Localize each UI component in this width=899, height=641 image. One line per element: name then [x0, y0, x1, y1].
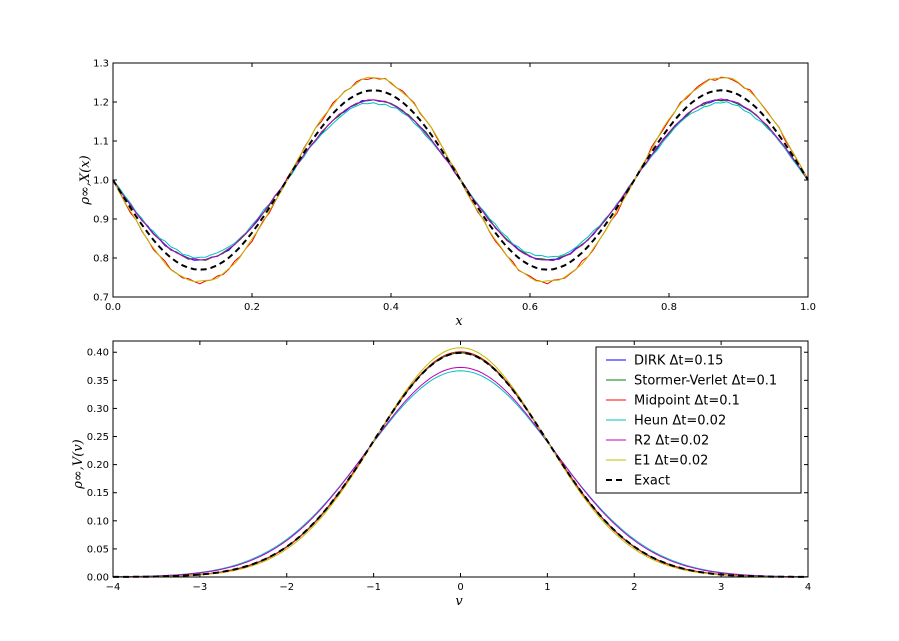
legend-label-midpoint-dtt-0-1: Midpoint Δt=0.1: [634, 394, 740, 409]
bottom-y-tick-label: 0.00: [87, 573, 109, 584]
bottom-x-tick-label: −1: [366, 582, 381, 593]
bottom-series-heun-dtt-0-02: [112, 370, 809, 578]
top-y-tick-label: 1.2: [93, 98, 109, 109]
top-y-axis-label: ρ∞,X(x): [78, 155, 93, 205]
top-y-tick-label: 1.3: [93, 59, 109, 70]
top-y-tick-label: 1.1: [93, 137, 109, 148]
bottom-series-exact: [113, 351, 808, 578]
top-x-tick-label: 0.4: [383, 302, 399, 313]
legend: DIRK Δt=0.15 Stormer-Verlet Δt=0.1 Midpoin…: [595, 346, 802, 494]
top-y-tick-label: 0.7: [93, 293, 109, 304]
bottom-x-tick-label: 0: [457, 582, 463, 593]
top-y-tick-label: 0.9: [93, 215, 109, 226]
top-series-group: [112, 76, 809, 285]
bottom-x-axis-label: v: [455, 594, 463, 609]
legend-box: [595, 346, 802, 494]
legend-label-exact: Exact: [634, 474, 670, 489]
bottom-x-tick-label: −4: [106, 582, 121, 593]
bottom-y-tick-label: 0.10: [87, 516, 109, 527]
bottom-x-tick-label: −2: [279, 582, 294, 593]
bottom-x-tick-label: 1: [544, 582, 550, 593]
legend-label-heun-dtt-0-02: Heun Δt=0.02: [634, 414, 726, 429]
top-x-tick-label: 0.8: [661, 302, 677, 313]
top-series-e1-dtt-0-02: [112, 76, 809, 283]
legend-label-e1-dtt-0-02: E1 Δt=0.02: [634, 454, 708, 469]
bottom-x-tick-label: 4: [805, 582, 811, 593]
bottom-y-tick-label: 0.15: [87, 488, 109, 499]
bottom-x-tick-label: −3: [193, 582, 208, 593]
top-x-axis-label: x: [455, 314, 463, 329]
bottom-series-group: [112, 347, 809, 578]
top-y-tick-label: 1.0: [93, 176, 109, 187]
bottom-x-tick-label: 3: [718, 582, 724, 593]
bottom-y-tick-label: 0.20: [87, 460, 109, 471]
top-y-tick-label: 0.8: [93, 254, 109, 265]
legend-label-stormer-verlet-dtt-0-1: Stormer-Verlet Δt=0.1: [634, 374, 777, 389]
bottom-y-tick-label: 0.30: [87, 404, 109, 415]
bottom-series-r2-dtt-0-02: [113, 366, 808, 578]
bottom-y-tick-label: 0.35: [87, 376, 109, 387]
bottom-y-tick-label: 0.40: [87, 348, 109, 359]
legend-label-r2-dtt-0-02: R2 Δt=0.02: [634, 434, 709, 449]
bottom-y-tick-label: 0.05: [87, 544, 109, 555]
legend-label-dirk-dtt-0-15: DIRK Δt=0.15: [634, 354, 723, 369]
top-x-tick-label: 0.6: [522, 302, 538, 313]
top-density-plot: 0.0 0.2 0.4 0.6 0.8 1.0 0.7 0.8 0.9 1.0 1.1 1.2 1.3: [93, 59, 816, 314]
top-x-tick-label: 0.2: [244, 302, 260, 313]
top-x-tick-label: 0.0: [105, 302, 121, 313]
bottom-y-tick-label: 0.25: [87, 432, 109, 443]
top-x-tick-label: 1.0: [800, 302, 816, 313]
bottom-density-plot: −4 −3 −2 −1 0 1 2 3 4 0.00 0.05 0.10 0.15 0.20 0.25 0.3…: [87, 340, 811, 593]
bottom-y-axis-label: ρ∞,V(v): [71, 439, 86, 489]
bottom-x-tick-label: 2: [631, 582, 637, 593]
top-series-exact: [112, 89, 809, 271]
